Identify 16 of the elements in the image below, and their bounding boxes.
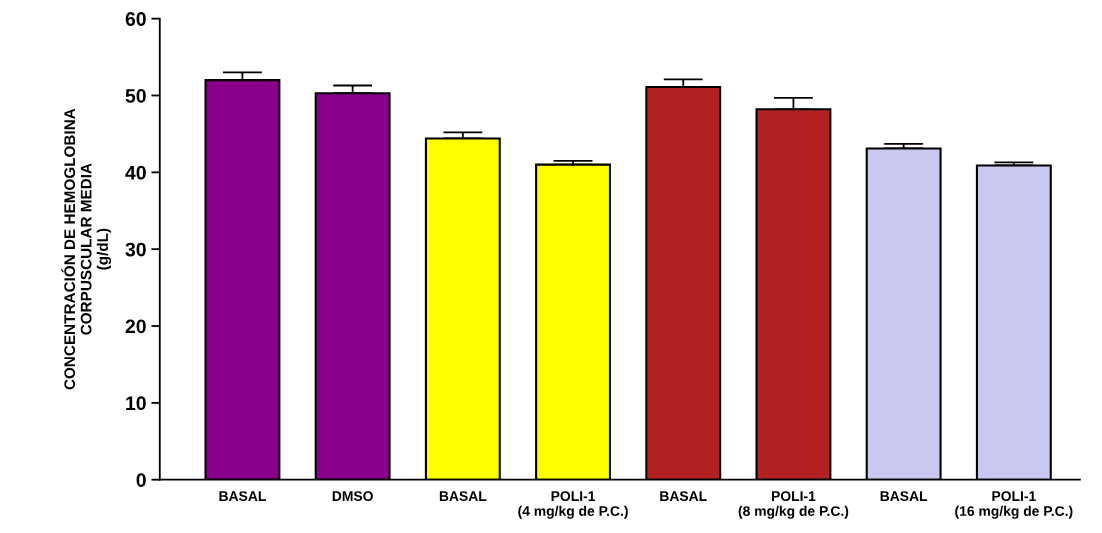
x-tick-label: BASAL [439,491,487,502]
x-tick-label: BASAL [880,491,928,502]
y-tick-label: 20 [125,319,146,334]
y-tick-label: 50 [125,88,146,103]
y-tick-label: 30 [125,242,146,257]
y-tick-label: 40 [125,165,146,180]
y-axis-title: CONCENTRACIÓN DE HEMOGLOBINA CORPUSCULAR MEDIA (g/dL) [61,108,112,390]
x-tick-label: BASAL [219,491,266,502]
y-tick-label: 10 [126,396,146,411]
x-tick-label: BASAL [660,491,707,502]
x-tick-label: POLI-1 (4 mg/kg de P.C.) [518,491,628,519]
y-tick-label: 0 [136,473,146,487]
x-tick-label: POLI-1 (16 mg/kg de P.C.) [955,491,1073,519]
x-tick-label: POLI-1 (8 mg/kg de P.C.) [738,491,849,519]
y-tick-label: 60 [125,12,146,26]
x-tick-label: DMSO [332,491,373,502]
